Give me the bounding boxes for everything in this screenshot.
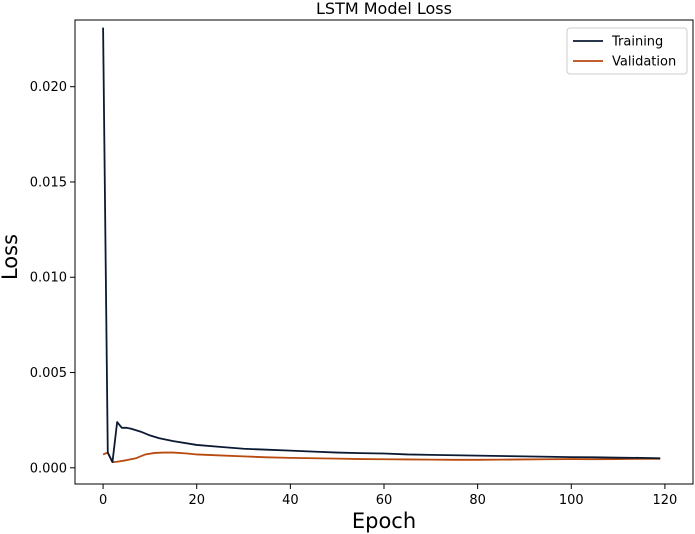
x-tick-label: 100 bbox=[559, 493, 584, 508]
legend-label-training: Training bbox=[611, 35, 663, 50]
legend: Training Validation bbox=[566, 27, 688, 75]
y-tick-label: 0.015 bbox=[30, 175, 67, 190]
x-tick-label: 80 bbox=[469, 493, 486, 508]
y-tick-label: 0.020 bbox=[30, 80, 67, 95]
y-axis: 0.000 0.005 0.010 0.015 0.020 bbox=[30, 80, 75, 476]
x-tick-label: 0 bbox=[99, 493, 107, 508]
series-line-training bbox=[102, 27, 661, 463]
y-axis-label: Loss bbox=[0, 234, 22, 280]
series-layer bbox=[102, 27, 661, 463]
x-tick-label: 40 bbox=[282, 493, 299, 508]
legend-label-validation: Validation bbox=[612, 55, 676, 70]
y-tick-label: 0.000 bbox=[30, 461, 67, 476]
x-axis-label: Epoch bbox=[352, 509, 416, 533]
x-tick-label: 120 bbox=[652, 493, 677, 508]
x-tick-label: 20 bbox=[188, 493, 205, 508]
x-tick-label: 60 bbox=[376, 493, 393, 508]
plot-area bbox=[74, 19, 694, 485]
series-line-validation bbox=[102, 451, 661, 463]
y-tick-label: 0.010 bbox=[30, 271, 67, 286]
legend-box bbox=[566, 27, 688, 75]
x-axis: 0 20 40 60 80 100 120 bbox=[99, 484, 677, 508]
y-tick-label: 0.005 bbox=[30, 366, 67, 381]
chart-title: LSTM Model Loss bbox=[316, 0, 452, 18]
